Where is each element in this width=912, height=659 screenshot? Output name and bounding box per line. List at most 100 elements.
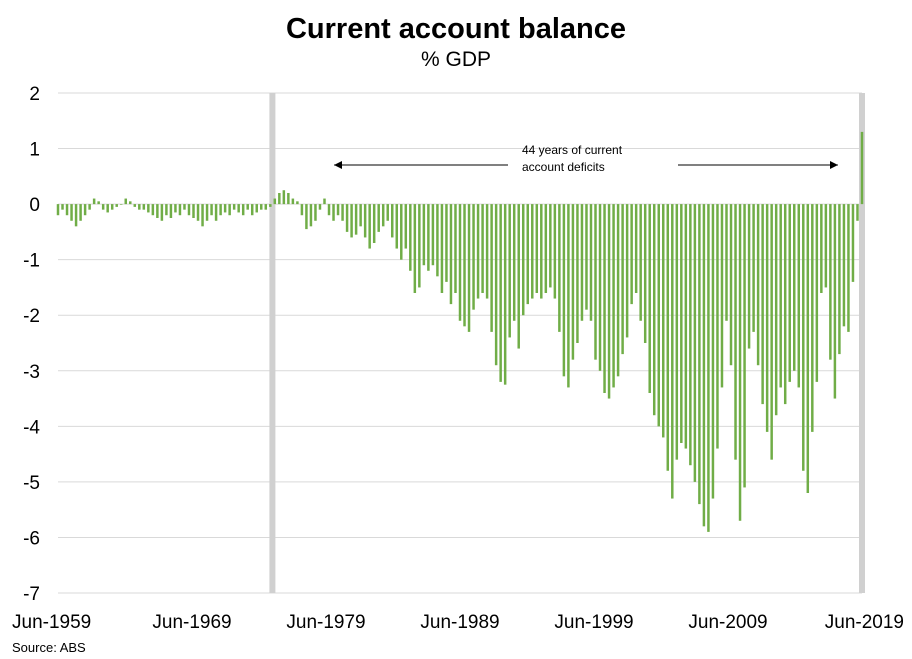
bar — [684, 204, 688, 449]
bar — [526, 204, 529, 305]
y-tick-label: -5 — [23, 473, 40, 494]
bar — [115, 204, 118, 207]
y-tick-label: -4 — [23, 417, 40, 438]
bar — [138, 204, 141, 210]
bar — [332, 204, 335, 221]
bar — [738, 204, 742, 521]
bar — [630, 204, 633, 305]
bar — [531, 204, 534, 299]
bar — [842, 204, 846, 327]
bar — [612, 204, 615, 388]
bar — [598, 204, 602, 371]
x-tick-label: Jun-1989 — [420, 612, 499, 633]
bar — [829, 204, 832, 360]
bar — [314, 204, 317, 221]
y-tick-label: 0 — [29, 195, 40, 216]
bar — [806, 204, 810, 493]
bar — [296, 201, 299, 205]
bar — [689, 204, 692, 466]
bar — [129, 201, 132, 205]
bar — [345, 204, 349, 232]
bar — [323, 198, 326, 205]
bar — [643, 204, 647, 343]
bar — [241, 204, 245, 216]
bar — [467, 204, 471, 332]
bar — [391, 204, 394, 238]
bar — [616, 204, 620, 377]
bar — [359, 204, 362, 227]
bar — [756, 204, 760, 366]
bar — [151, 204, 155, 216]
bar — [463, 204, 466, 327]
bar — [729, 204, 733, 366]
bar — [625, 204, 629, 338]
bar — [472, 204, 475, 310]
bar — [169, 204, 173, 218]
bar — [269, 204, 272, 207]
bar — [418, 204, 421, 288]
bar — [278, 193, 281, 205]
bar — [639, 204, 642, 321]
x-tick-label: Jun-2019 — [825, 612, 904, 633]
bar — [156, 204, 159, 218]
bar — [174, 204, 177, 213]
bar — [770, 204, 773, 460]
bar — [74, 204, 78, 227]
bar — [838, 204, 841, 355]
bar — [553, 204, 557, 299]
bar — [305, 204, 308, 230]
bar — [350, 204, 353, 238]
bar — [431, 204, 435, 266]
bar — [88, 204, 91, 210]
bar — [671, 204, 674, 499]
bar — [765, 204, 769, 432]
bar — [318, 204, 322, 210]
bar — [752, 204, 755, 332]
bar — [571, 204, 575, 360]
bar — [124, 198, 127, 205]
bar — [702, 204, 706, 527]
bar — [336, 204, 340, 216]
bar — [503, 204, 507, 385]
bar — [237, 204, 240, 213]
bar — [187, 204, 191, 216]
bar — [621, 204, 624, 355]
bar — [720, 204, 724, 388]
bar — [413, 204, 417, 293]
bar — [485, 204, 489, 299]
chart-subtitle: % GDP — [421, 48, 491, 71]
bar — [300, 204, 304, 216]
bar — [368, 204, 371, 249]
bar — [540, 204, 543, 299]
bar — [422, 204, 426, 266]
bar — [657, 204, 660, 427]
bar — [458, 204, 462, 321]
y-axis-ticks: 2 1 0 -1 -2 -3 -4 -5 -6 -7 — [23, 84, 40, 605]
bar — [634, 204, 638, 293]
bar — [381, 204, 385, 227]
bar — [372, 204, 376, 243]
bar — [793, 204, 796, 371]
bar — [83, 204, 87, 216]
bar — [851, 204, 855, 282]
bar — [56, 204, 60, 216]
arrow-head-left — [334, 161, 342, 169]
bar — [476, 204, 480, 299]
x-tick-label: Jun-1979 — [286, 612, 365, 633]
bar — [409, 204, 412, 271]
bar — [815, 204, 819, 382]
bar — [499, 204, 502, 382]
bar — [92, 198, 96, 205]
bar — [580, 204, 584, 321]
bar — [147, 204, 150, 213]
bar — [521, 204, 525, 316]
bar — [232, 204, 236, 210]
bar — [558, 204, 561, 332]
annotation-line-2: account deficits — [522, 160, 605, 174]
bar — [70, 204, 73, 221]
bar — [576, 204, 579, 343]
arrow-head-right — [830, 161, 838, 169]
bar — [106, 204, 109, 213]
bar — [666, 204, 670, 471]
bar — [192, 204, 195, 218]
